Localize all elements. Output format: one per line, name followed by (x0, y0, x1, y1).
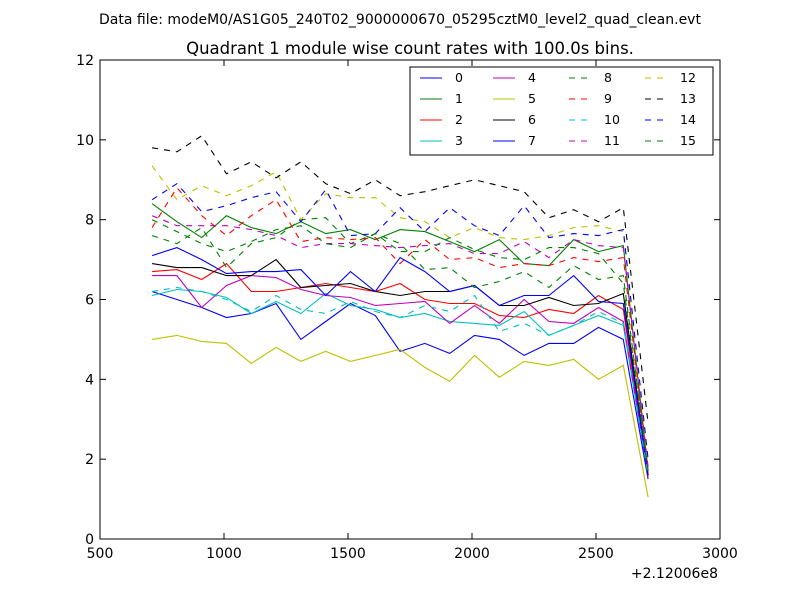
y-tick-label: 12 (76, 53, 94, 69)
y-tick-label: 4 (85, 372, 94, 388)
legend-label-7: 7 (528, 133, 536, 148)
y-tick-label: 10 (76, 133, 94, 149)
legend-label-3: 3 (455, 133, 463, 148)
x-tick-label: 500 (87, 546, 114, 562)
series-line-12 (151, 165, 649, 464)
series-line-13 (152, 135, 649, 424)
legend-label-6: 6 (528, 112, 536, 127)
legend-label-13: 13 (680, 91, 696, 106)
series-line-5 (152, 334, 649, 498)
legend-box (409, 66, 714, 156)
legend-label-8: 8 (604, 70, 612, 85)
series-line-1 (151, 203, 649, 472)
x-tick-label: 3000 (702, 546, 738, 562)
legend-label-9: 9 (604, 91, 612, 106)
legend-label-11: 11 (604, 133, 620, 148)
legend-label-2: 2 (455, 112, 463, 127)
legend-label-4: 4 (528, 70, 536, 85)
x-tick-label: 2000 (454, 546, 490, 562)
x-tick-label: 1500 (330, 546, 366, 562)
y-tick-label: 8 (85, 213, 94, 229)
legend-label-15: 15 (680, 133, 696, 148)
series-layer (151, 135, 649, 498)
series-line-9 (151, 186, 649, 472)
x-offset-label: +2.12006e8 (631, 566, 718, 582)
y-tick-label: 6 (85, 293, 94, 309)
data-file-label: Data file: modeM0/AS1G05_240T02_90000006… (99, 12, 701, 28)
legend-label-1: 1 (455, 91, 463, 106)
chart-title: Quadrant 1 module wise count rates with … (186, 39, 634, 58)
y-tick-label: 2 (85, 452, 94, 468)
y-tick-label: 0 (85, 532, 94, 548)
legend-label-14: 14 (680, 112, 696, 127)
legend-label-10: 10 (604, 112, 620, 127)
series-line-11 (151, 215, 649, 468)
x-tick-label: 1000 (206, 546, 242, 562)
x-tick-label: 2500 (578, 546, 614, 562)
series-line-14 (151, 182, 649, 460)
legend-label-0: 0 (455, 70, 463, 85)
series-line-0 (151, 290, 649, 480)
series-line-4 (152, 275, 649, 476)
series-line-6 (152, 258, 649, 476)
series-line-7 (151, 247, 649, 476)
legend-label-12: 12 (680, 70, 696, 85)
series-line-10 (152, 286, 649, 476)
legend-label-5: 5 (528, 91, 536, 106)
